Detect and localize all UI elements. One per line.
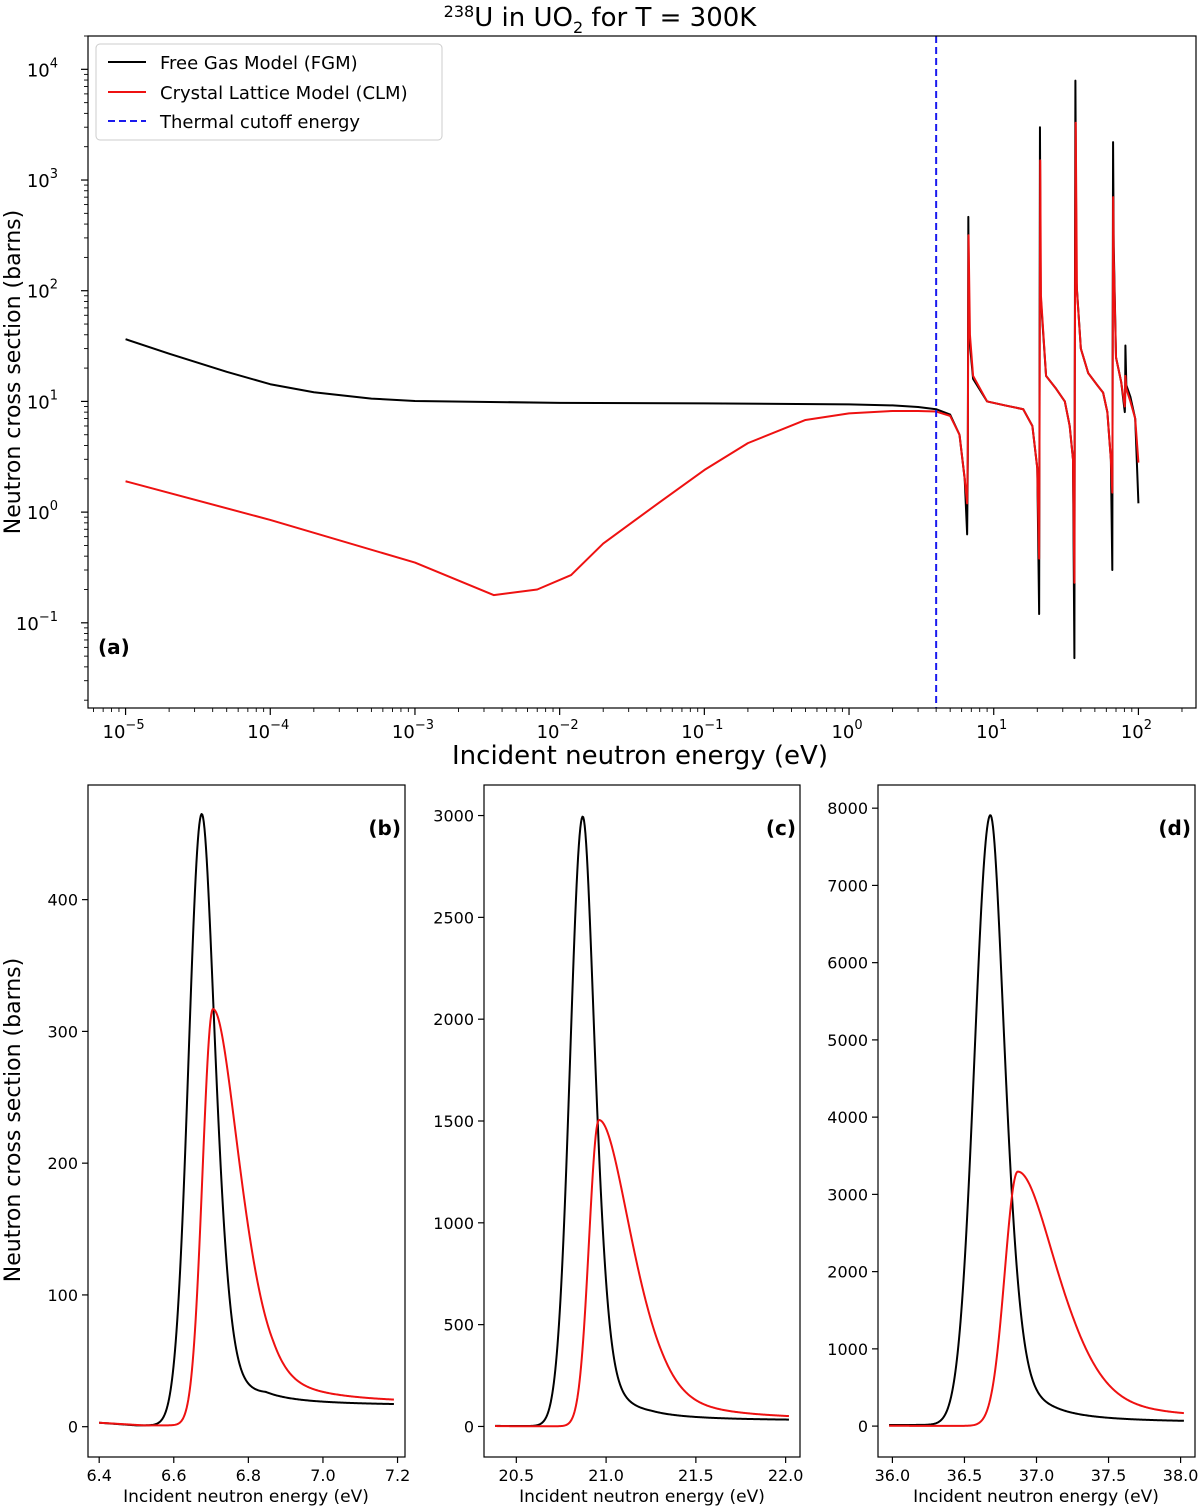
panel-d-series [888,814,1185,1427]
panel-c-ytick-label: 3000 [433,807,474,826]
legend-label-clm: Crystal Lattice Model (CLM) [160,83,408,104]
panel-d-ytick-label: 6000 [827,954,868,973]
panel-b-ytick-label: 0 [68,1418,78,1437]
panel-d-xtick-label: 37.0 [1019,1466,1055,1485]
panel-b-xtick-label: 6.6 [161,1466,186,1485]
panel-d-ytick-label: 3000 [827,1185,868,1204]
panel-d-ticks: 36.0 36.5 37.0 37.5 38.0 0 1000 2000 3000 4000 500… [827,799,1198,1485]
panel-b-tag: (b) [368,816,401,840]
panel-d-xlabel: Incident neutron energy (eV) [913,1487,1159,1507]
fgm-line [125,79,1140,660]
legend-label-fgm: Free Gas Model (FGM) [160,53,358,74]
legend-box [95,43,443,141]
panel-c-xtick-label: 21.5 [678,1466,714,1485]
panel-c-ytick-label: 2000 [433,1010,474,1029]
panel-a-ylabel: Neutron cross section (barns) [1,210,26,534]
panel-d-ytick-label: 0 [858,1417,868,1436]
panel-a-xtick-label: 10−5 [103,718,145,743]
panel-d-ytick-label: 2000 [827,1263,868,1282]
panel-a-ytick-label: 103 [27,167,58,192]
panel-a-frame [87,35,1197,709]
panel-a-series [125,36,1140,708]
panel-b-clm-line [98,1008,395,1427]
panel-c-xtick-label: 20.5 [499,1466,535,1485]
shared-ylabel: Neutron cross section (barns) [1,958,26,1282]
panel-a-ticks: 10−5 10−4 10−3 10−2 10−1 100 101 102 10−1 100 101 1… [16,35,1183,743]
panel-a-chart: 10−5 10−4 10−3 10−2 10−1 100 101 102 10−1 100 101 1… [1,35,1197,771]
panel-b-fgm-line [98,813,395,1427]
panel-b-ytick-label: 200 [47,1154,78,1173]
panel-d-clm-line [888,1170,1185,1427]
panel-d-frame [877,784,1196,1458]
panel-a-xtick-label: 10−3 [392,718,434,743]
panel-b-xtick-label: 7.2 [385,1466,410,1485]
panel-d-xtick-label: 36.5 [947,1466,983,1485]
panel-a-ytick-label: 104 [27,56,58,81]
panel-a-tag: (a) [98,635,130,659]
panel-c-chart: 20.5 21.0 21.5 22.0 0 500 1000 1500 2000 2500 3000… [433,784,803,1507]
panel-c-series [494,815,790,1428]
panel-a-ytick-label: 10−1 [16,610,58,635]
panel-a-xtick-label: 10−2 [537,718,579,743]
panel-b-chart: 6.4 6.6 6.8 7.0 7.2 0 100 200 300 400 (b) Inciden… [1,784,410,1507]
title-end: for T = 300K [583,3,757,33]
panel-c-xtick-label: 21.0 [588,1466,624,1485]
title-main: U in UO [474,3,573,33]
panel-a-legend: Free Gas Model (FGM) Crystal Lattice Mod… [95,43,443,141]
panel-d-xtick-label: 37.5 [1091,1466,1127,1485]
panel-a-ytick-label: 102 [27,278,58,303]
panel-c-ytick-label: 0 [464,1417,474,1436]
title-subscript: 2 [573,18,583,37]
panel-a-xtick-label: 10−4 [247,718,289,743]
panel-d-ytick-label: 4000 [827,1108,868,1127]
legend-label-cutoff: Thermal cutoff energy [159,112,360,133]
panel-d-xtick-label: 38.0 [1163,1466,1199,1485]
title-isotope-superscript: 238 [444,2,475,21]
panel-d-tag: (d) [1158,816,1191,840]
panel-c-fgm-line [494,815,790,1428]
panel-d-ytick-label: 7000 [827,876,868,895]
panel-c-ytick-label: 1500 [433,1112,474,1131]
panel-b-xtick-label: 6.8 [236,1466,261,1485]
panel-a-xtick-label: 100 [831,718,862,743]
panel-c-frame [483,784,801,1458]
panel-b-frame [87,784,406,1458]
clm-line [125,121,1140,597]
panel-b-series [98,813,395,1427]
panel-c-ticks: 20.5 21.0 21.5 22.0 0 500 1000 1500 2000 2500 3000 [433,807,803,1485]
panel-a-xtick-label: 101 [976,718,1007,743]
panel-a-xtick-label: 10−1 [681,718,723,743]
panel-a-ytick-label: 101 [27,388,58,413]
panel-c-clm-line [494,1119,790,1428]
panel-d-ytick-label: 5000 [827,1031,868,1050]
panel-a-xtick-label: 102 [1121,718,1152,743]
panel-c-ytick-label: 1000 [433,1214,474,1233]
panel-d-fgm-line [888,814,1185,1426]
panel-d-xtick-label: 36.0 [875,1466,911,1485]
panel-b-ytick-label: 400 [47,891,78,910]
panel-b-ytick-label: 300 [47,1022,78,1041]
panel-a-ytick-label: 100 [27,499,58,524]
panel-d-ytick-label: 1000 [827,1340,868,1359]
panel-a-xlabel: Incident neutron energy (eV) [452,741,828,771]
panel-b-xtick-label: 7.0 [310,1466,335,1485]
panel-c-xlabel: Incident neutron energy (eV) [519,1487,765,1507]
panel-c-tag: (c) [766,816,796,840]
panel-c-ytick-label: 2500 [433,908,474,927]
panel-c-xtick-label: 22.0 [768,1466,804,1485]
panel-b-xtick-label: 6.4 [86,1466,111,1485]
panel-b-ytick-label: 100 [47,1286,78,1305]
figure-title: 238U in UO2 for T = 300K [444,2,758,37]
panel-b-ticks: 6.4 6.6 6.8 7.0 7.2 0 100 200 300 400 [47,891,410,1485]
panel-b-xlabel: Incident neutron energy (eV) [123,1487,369,1507]
panel-d-chart: 36.0 36.5 37.0 37.5 38.0 0 1000 2000 3000 4000 500… [827,784,1198,1507]
panel-d-ytick-label: 8000 [827,799,868,818]
panel-c-ytick-label: 500 [443,1316,474,1335]
